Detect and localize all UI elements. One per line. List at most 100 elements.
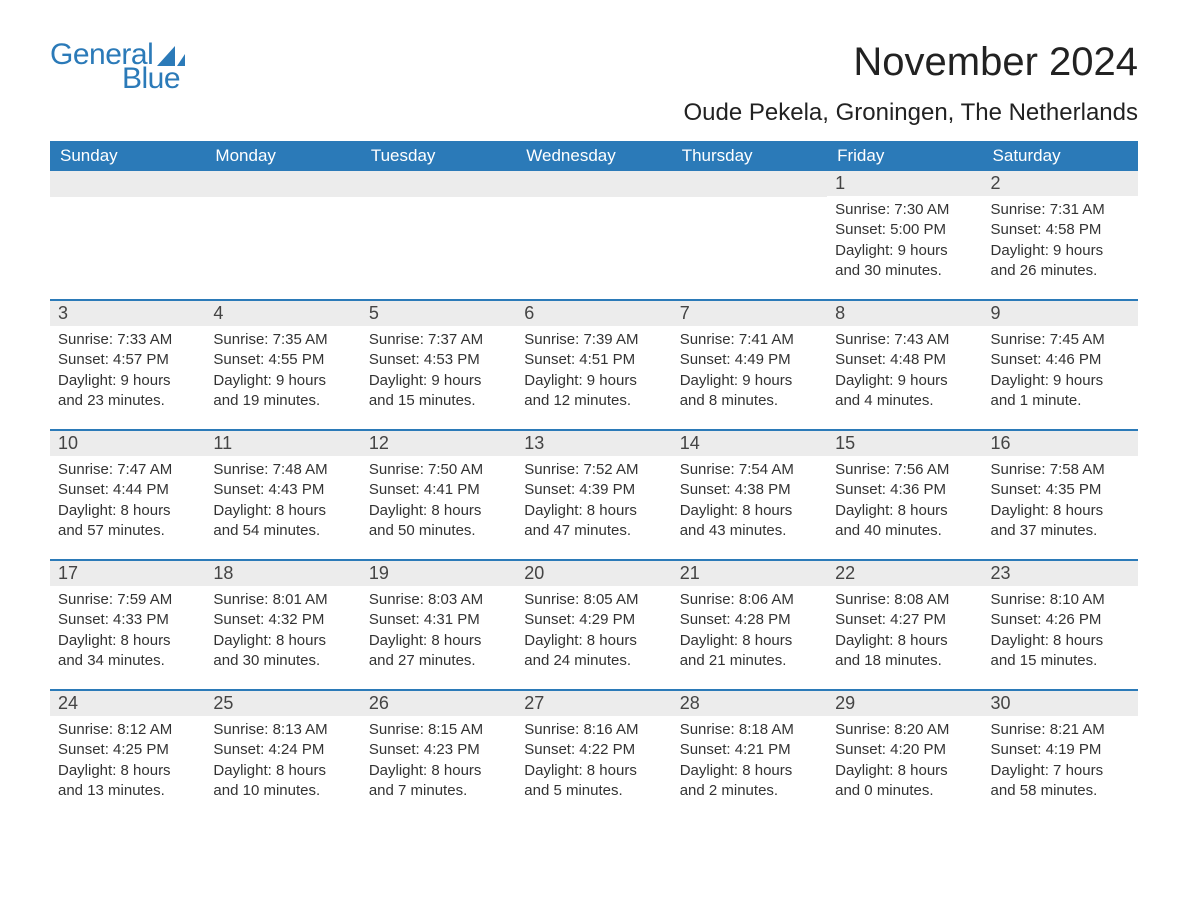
day-number: 13 <box>516 431 671 456</box>
day-body: Sunrise: 8:18 AMSunset: 4:21 PMDaylight:… <box>672 716 827 801</box>
sunset-line: Sunset: 4:51 PM <box>524 350 663 370</box>
daylight-line: Daylight: 8 hours and 50 minutes. <box>369 501 508 542</box>
sunrise-line: Sunrise: 7:59 AM <box>58 590 197 610</box>
sunrise-line: Sunrise: 7:30 AM <box>835 200 974 220</box>
sunrise-line: Sunrise: 7:37 AM <box>369 330 508 350</box>
daylight-line: Daylight: 8 hours and 5 minutes. <box>524 761 663 802</box>
sunrise-line: Sunrise: 8:13 AM <box>213 720 352 740</box>
daylight-line: Daylight: 8 hours and 15 minutes. <box>991 631 1130 672</box>
daylight-line: Daylight: 8 hours and 34 minutes. <box>58 631 197 672</box>
day-number: 23 <box>983 561 1138 586</box>
day-cell: 28Sunrise: 8:18 AMSunset: 4:21 PMDayligh… <box>672 691 827 807</box>
day-body: Sunrise: 8:15 AMSunset: 4:23 PMDaylight:… <box>361 716 516 801</box>
day-cell: 13Sunrise: 7:52 AMSunset: 4:39 PMDayligh… <box>516 431 671 547</box>
day-cell: 17Sunrise: 7:59 AMSunset: 4:33 PMDayligh… <box>50 561 205 677</box>
day-number: 10 <box>50 431 205 456</box>
day-cell: 20Sunrise: 8:05 AMSunset: 4:29 PMDayligh… <box>516 561 671 677</box>
weekday-header: Tuesday <box>361 141 516 171</box>
sunset-line: Sunset: 4:33 PM <box>58 610 197 630</box>
sunset-line: Sunset: 4:27 PM <box>835 610 974 630</box>
day-number: 1 <box>827 171 982 196</box>
day-number: 12 <box>361 431 516 456</box>
day-cell: 23Sunrise: 8:10 AMSunset: 4:26 PMDayligh… <box>983 561 1138 677</box>
day-number: 18 <box>205 561 360 586</box>
day-number: 2 <box>983 171 1138 196</box>
daylight-line: Daylight: 9 hours and 1 minute. <box>991 371 1130 412</box>
sunset-line: Sunset: 4:44 PM <box>58 480 197 500</box>
weekday-header: Thursday <box>672 141 827 171</box>
empty-daynum <box>205 171 360 197</box>
week-row: 3Sunrise: 7:33 AMSunset: 4:57 PMDaylight… <box>50 299 1138 417</box>
day-body: Sunrise: 8:12 AMSunset: 4:25 PMDaylight:… <box>50 716 205 801</box>
day-number: 28 <box>672 691 827 716</box>
daylight-line: Daylight: 8 hours and 10 minutes. <box>213 761 352 802</box>
sunset-line: Sunset: 4:43 PM <box>213 480 352 500</box>
page-title: November 2024 <box>683 40 1138 85</box>
day-number: 5 <box>361 301 516 326</box>
sunrise-line: Sunrise: 8:20 AM <box>835 720 974 740</box>
day-number: 24 <box>50 691 205 716</box>
daylight-line: Daylight: 8 hours and 24 minutes. <box>524 631 663 672</box>
day-number: 30 <box>983 691 1138 716</box>
weekday-header: Wednesday <box>516 141 671 171</box>
day-body: Sunrise: 7:35 AMSunset: 4:55 PMDaylight:… <box>205 326 360 411</box>
daylight-line: Daylight: 9 hours and 12 minutes. <box>524 371 663 412</box>
day-cell: 1Sunrise: 7:30 AMSunset: 5:00 PMDaylight… <box>827 171 982 287</box>
sunset-line: Sunset: 4:55 PM <box>213 350 352 370</box>
weekday-header: Friday <box>827 141 982 171</box>
sunset-line: Sunset: 4:48 PM <box>835 350 974 370</box>
day-cell: 10Sunrise: 7:47 AMSunset: 4:44 PMDayligh… <box>50 431 205 547</box>
day-number: 21 <box>672 561 827 586</box>
sunset-line: Sunset: 4:46 PM <box>991 350 1130 370</box>
day-cell: 8Sunrise: 7:43 AMSunset: 4:48 PMDaylight… <box>827 301 982 417</box>
daylight-line: Daylight: 9 hours and 26 minutes. <box>991 241 1130 282</box>
logo-text-blue: Blue <box>122 64 185 94</box>
day-body: Sunrise: 8:05 AMSunset: 4:29 PMDaylight:… <box>516 586 671 671</box>
sunrise-line: Sunrise: 8:05 AM <box>524 590 663 610</box>
sunset-line: Sunset: 4:24 PM <box>213 740 352 760</box>
day-number: 4 <box>205 301 360 326</box>
daylight-line: Daylight: 8 hours and 37 minutes. <box>991 501 1130 542</box>
day-cell: 14Sunrise: 7:54 AMSunset: 4:38 PMDayligh… <box>672 431 827 547</box>
sunrise-line: Sunrise: 8:16 AM <box>524 720 663 740</box>
daylight-line: Daylight: 9 hours and 30 minutes. <box>835 241 974 282</box>
daylight-line: Daylight: 9 hours and 23 minutes. <box>58 371 197 412</box>
day-number: 26 <box>361 691 516 716</box>
day-number: 27 <box>516 691 671 716</box>
sunrise-line: Sunrise: 8:03 AM <box>369 590 508 610</box>
day-body: Sunrise: 8:03 AMSunset: 4:31 PMDaylight:… <box>361 586 516 671</box>
empty-daynum <box>50 171 205 197</box>
sunrise-line: Sunrise: 7:54 AM <box>680 460 819 480</box>
day-body: Sunrise: 7:52 AMSunset: 4:39 PMDaylight:… <box>516 456 671 541</box>
day-number: 15 <box>827 431 982 456</box>
day-body: Sunrise: 7:47 AMSunset: 4:44 PMDaylight:… <box>50 456 205 541</box>
header: General Blue November 2024 Oude Pekela, … <box>50 40 1138 127</box>
day-body: Sunrise: 8:10 AMSunset: 4:26 PMDaylight:… <box>983 586 1138 671</box>
sunrise-line: Sunrise: 7:43 AM <box>835 330 974 350</box>
sunset-line: Sunset: 4:22 PM <box>524 740 663 760</box>
day-cell <box>205 171 360 287</box>
day-body: Sunrise: 8:06 AMSunset: 4:28 PMDaylight:… <box>672 586 827 671</box>
weekday-header: Saturday <box>983 141 1138 171</box>
day-cell: 19Sunrise: 8:03 AMSunset: 4:31 PMDayligh… <box>361 561 516 677</box>
day-body: Sunrise: 7:54 AMSunset: 4:38 PMDaylight:… <box>672 456 827 541</box>
week-row: 1Sunrise: 7:30 AMSunset: 5:00 PMDaylight… <box>50 171 1138 287</box>
week-row: 17Sunrise: 7:59 AMSunset: 4:33 PMDayligh… <box>50 559 1138 677</box>
daylight-line: Daylight: 8 hours and 57 minutes. <box>58 501 197 542</box>
day-number: 9 <box>983 301 1138 326</box>
sunrise-line: Sunrise: 8:10 AM <box>991 590 1130 610</box>
day-body: Sunrise: 7:43 AMSunset: 4:48 PMDaylight:… <box>827 326 982 411</box>
day-body: Sunrise: 8:01 AMSunset: 4:32 PMDaylight:… <box>205 586 360 671</box>
day-number: 14 <box>672 431 827 456</box>
day-cell <box>516 171 671 287</box>
day-cell: 29Sunrise: 8:20 AMSunset: 4:20 PMDayligh… <box>827 691 982 807</box>
day-body: Sunrise: 7:45 AMSunset: 4:46 PMDaylight:… <box>983 326 1138 411</box>
sunset-line: Sunset: 4:20 PM <box>835 740 974 760</box>
day-cell: 22Sunrise: 8:08 AMSunset: 4:27 PMDayligh… <box>827 561 982 677</box>
sunrise-line: Sunrise: 7:47 AM <box>58 460 197 480</box>
sunset-line: Sunset: 4:38 PM <box>680 480 819 500</box>
daylight-line: Daylight: 8 hours and 7 minutes. <box>369 761 508 802</box>
daylight-line: Daylight: 8 hours and 40 minutes. <box>835 501 974 542</box>
sunrise-line: Sunrise: 8:15 AM <box>369 720 508 740</box>
sunrise-line: Sunrise: 7:33 AM <box>58 330 197 350</box>
